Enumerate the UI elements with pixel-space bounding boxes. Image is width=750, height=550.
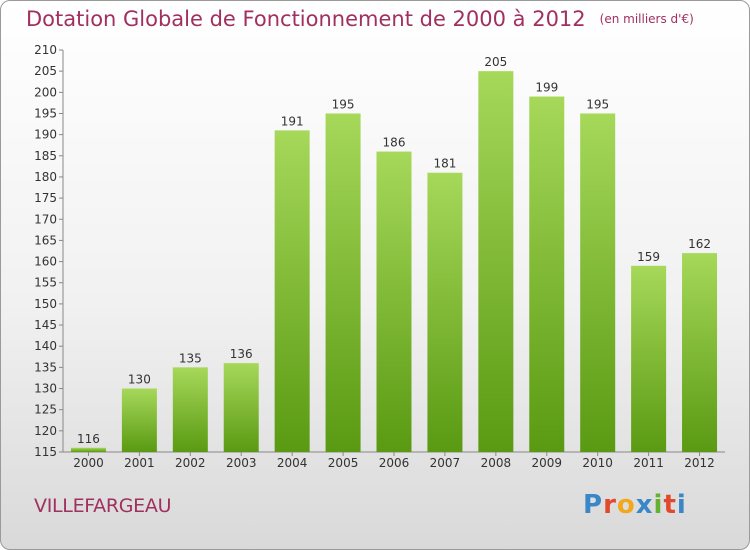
bar-2010 xyxy=(580,113,616,452)
bar-2000 xyxy=(70,447,106,452)
bar-2011 xyxy=(631,265,667,452)
chart-title: Dotation Globale de Fonctionnement de 20… xyxy=(26,7,694,31)
proxiti-logo: Proxiti xyxy=(583,490,687,520)
title-text: Dotation Globale de Fonctionnement de 20… xyxy=(26,7,586,31)
x-tick-label: 2007 xyxy=(430,456,461,470)
x-tick-label: 2006 xyxy=(379,456,410,470)
data-label-2002: 135 xyxy=(179,351,202,365)
bar-2009 xyxy=(529,96,565,453)
x-tick-label: 2001 xyxy=(124,456,155,470)
x-tick-label: 2011 xyxy=(633,456,664,470)
y-tick-label: 155 xyxy=(34,276,57,290)
y-tick-label: 165 xyxy=(34,233,57,247)
y-tick-label: 200 xyxy=(34,85,57,99)
x-tick-label: 2010 xyxy=(582,456,613,470)
logo-letter: x xyxy=(635,490,654,520)
data-label-2011: 159 xyxy=(637,250,660,264)
bar-2006 xyxy=(376,151,412,452)
bar-2007 xyxy=(427,172,463,452)
data-label-2009: 199 xyxy=(535,81,558,95)
y-tick-label: 185 xyxy=(34,149,57,163)
y-tick-label: 195 xyxy=(34,106,57,120)
data-label-2006: 186 xyxy=(383,136,406,150)
bar-2005 xyxy=(325,113,361,452)
x-tick-label: 2002 xyxy=(175,456,206,470)
y-tick-label: 160 xyxy=(34,255,57,269)
y-tick-label: 120 xyxy=(34,424,57,438)
y-tick-label: 180 xyxy=(34,170,57,184)
y-tick-label: 135 xyxy=(34,360,57,374)
x-tick-label: 2005 xyxy=(328,456,359,470)
y-tick-label: 150 xyxy=(34,297,57,311)
logo-letter: r xyxy=(603,490,617,520)
bar-2004 xyxy=(274,130,310,452)
data-label-2004: 191 xyxy=(281,114,304,128)
data-label-2001: 130 xyxy=(128,373,151,387)
y-tick-label: 190 xyxy=(34,128,57,142)
data-label-2010: 195 xyxy=(586,97,609,111)
y-tick-label: 170 xyxy=(34,212,57,226)
logo-letter: t xyxy=(663,490,677,520)
chart-subtitle: (en milliers d'€) xyxy=(599,12,694,26)
y-tick-label: 125 xyxy=(34,403,57,417)
y-tick-label: 115 xyxy=(34,445,57,459)
y-tick-label: 140 xyxy=(34,339,57,353)
y-tick-label: 130 xyxy=(34,382,57,396)
x-tick-label: 2012 xyxy=(684,456,715,470)
data-label-2007: 181 xyxy=(433,157,456,171)
logo-letter: o xyxy=(616,490,636,520)
bar-2012 xyxy=(682,253,718,452)
x-tick-label: 2004 xyxy=(277,456,308,470)
data-label-2003: 136 xyxy=(230,347,253,361)
logo-letter: i xyxy=(653,490,664,520)
x-axis-ticks: 2000 2001 2002 2003 2004 2005 2006 2007 2008 2009… xyxy=(73,452,715,470)
x-tick-label: 2009 xyxy=(531,456,562,470)
y-tick-label: 145 xyxy=(34,318,57,332)
bar-2001 xyxy=(121,388,157,452)
x-tick-label: 2000 xyxy=(73,456,104,470)
x-tick-label: 2003 xyxy=(226,456,257,470)
y-tick-label: 210 xyxy=(34,43,57,57)
data-label-2005: 195 xyxy=(332,97,355,111)
bars: 116 130 135 136 191 195 186 181 205 199 195 159 162 xyxy=(70,55,718,453)
y-axis-ticks: 115 120 125 130 135 140 145 150 155 160 165 170 175 1… xyxy=(34,43,63,459)
x-tick-label: 2008 xyxy=(481,456,512,470)
data-label-2008: 205 xyxy=(484,55,507,69)
bar-2003 xyxy=(223,363,259,452)
y-tick-label: 175 xyxy=(34,191,57,205)
logo-letter: i xyxy=(676,490,687,520)
logo-letter: P xyxy=(583,490,604,520)
data-label-2012: 162 xyxy=(688,237,711,251)
y-tick-label: 205 xyxy=(34,64,57,78)
data-label-2000: 116 xyxy=(77,432,100,446)
bar-2002 xyxy=(172,367,208,452)
commune-name: VILLEFARGEAU xyxy=(34,495,172,517)
bar-2008 xyxy=(478,71,514,452)
